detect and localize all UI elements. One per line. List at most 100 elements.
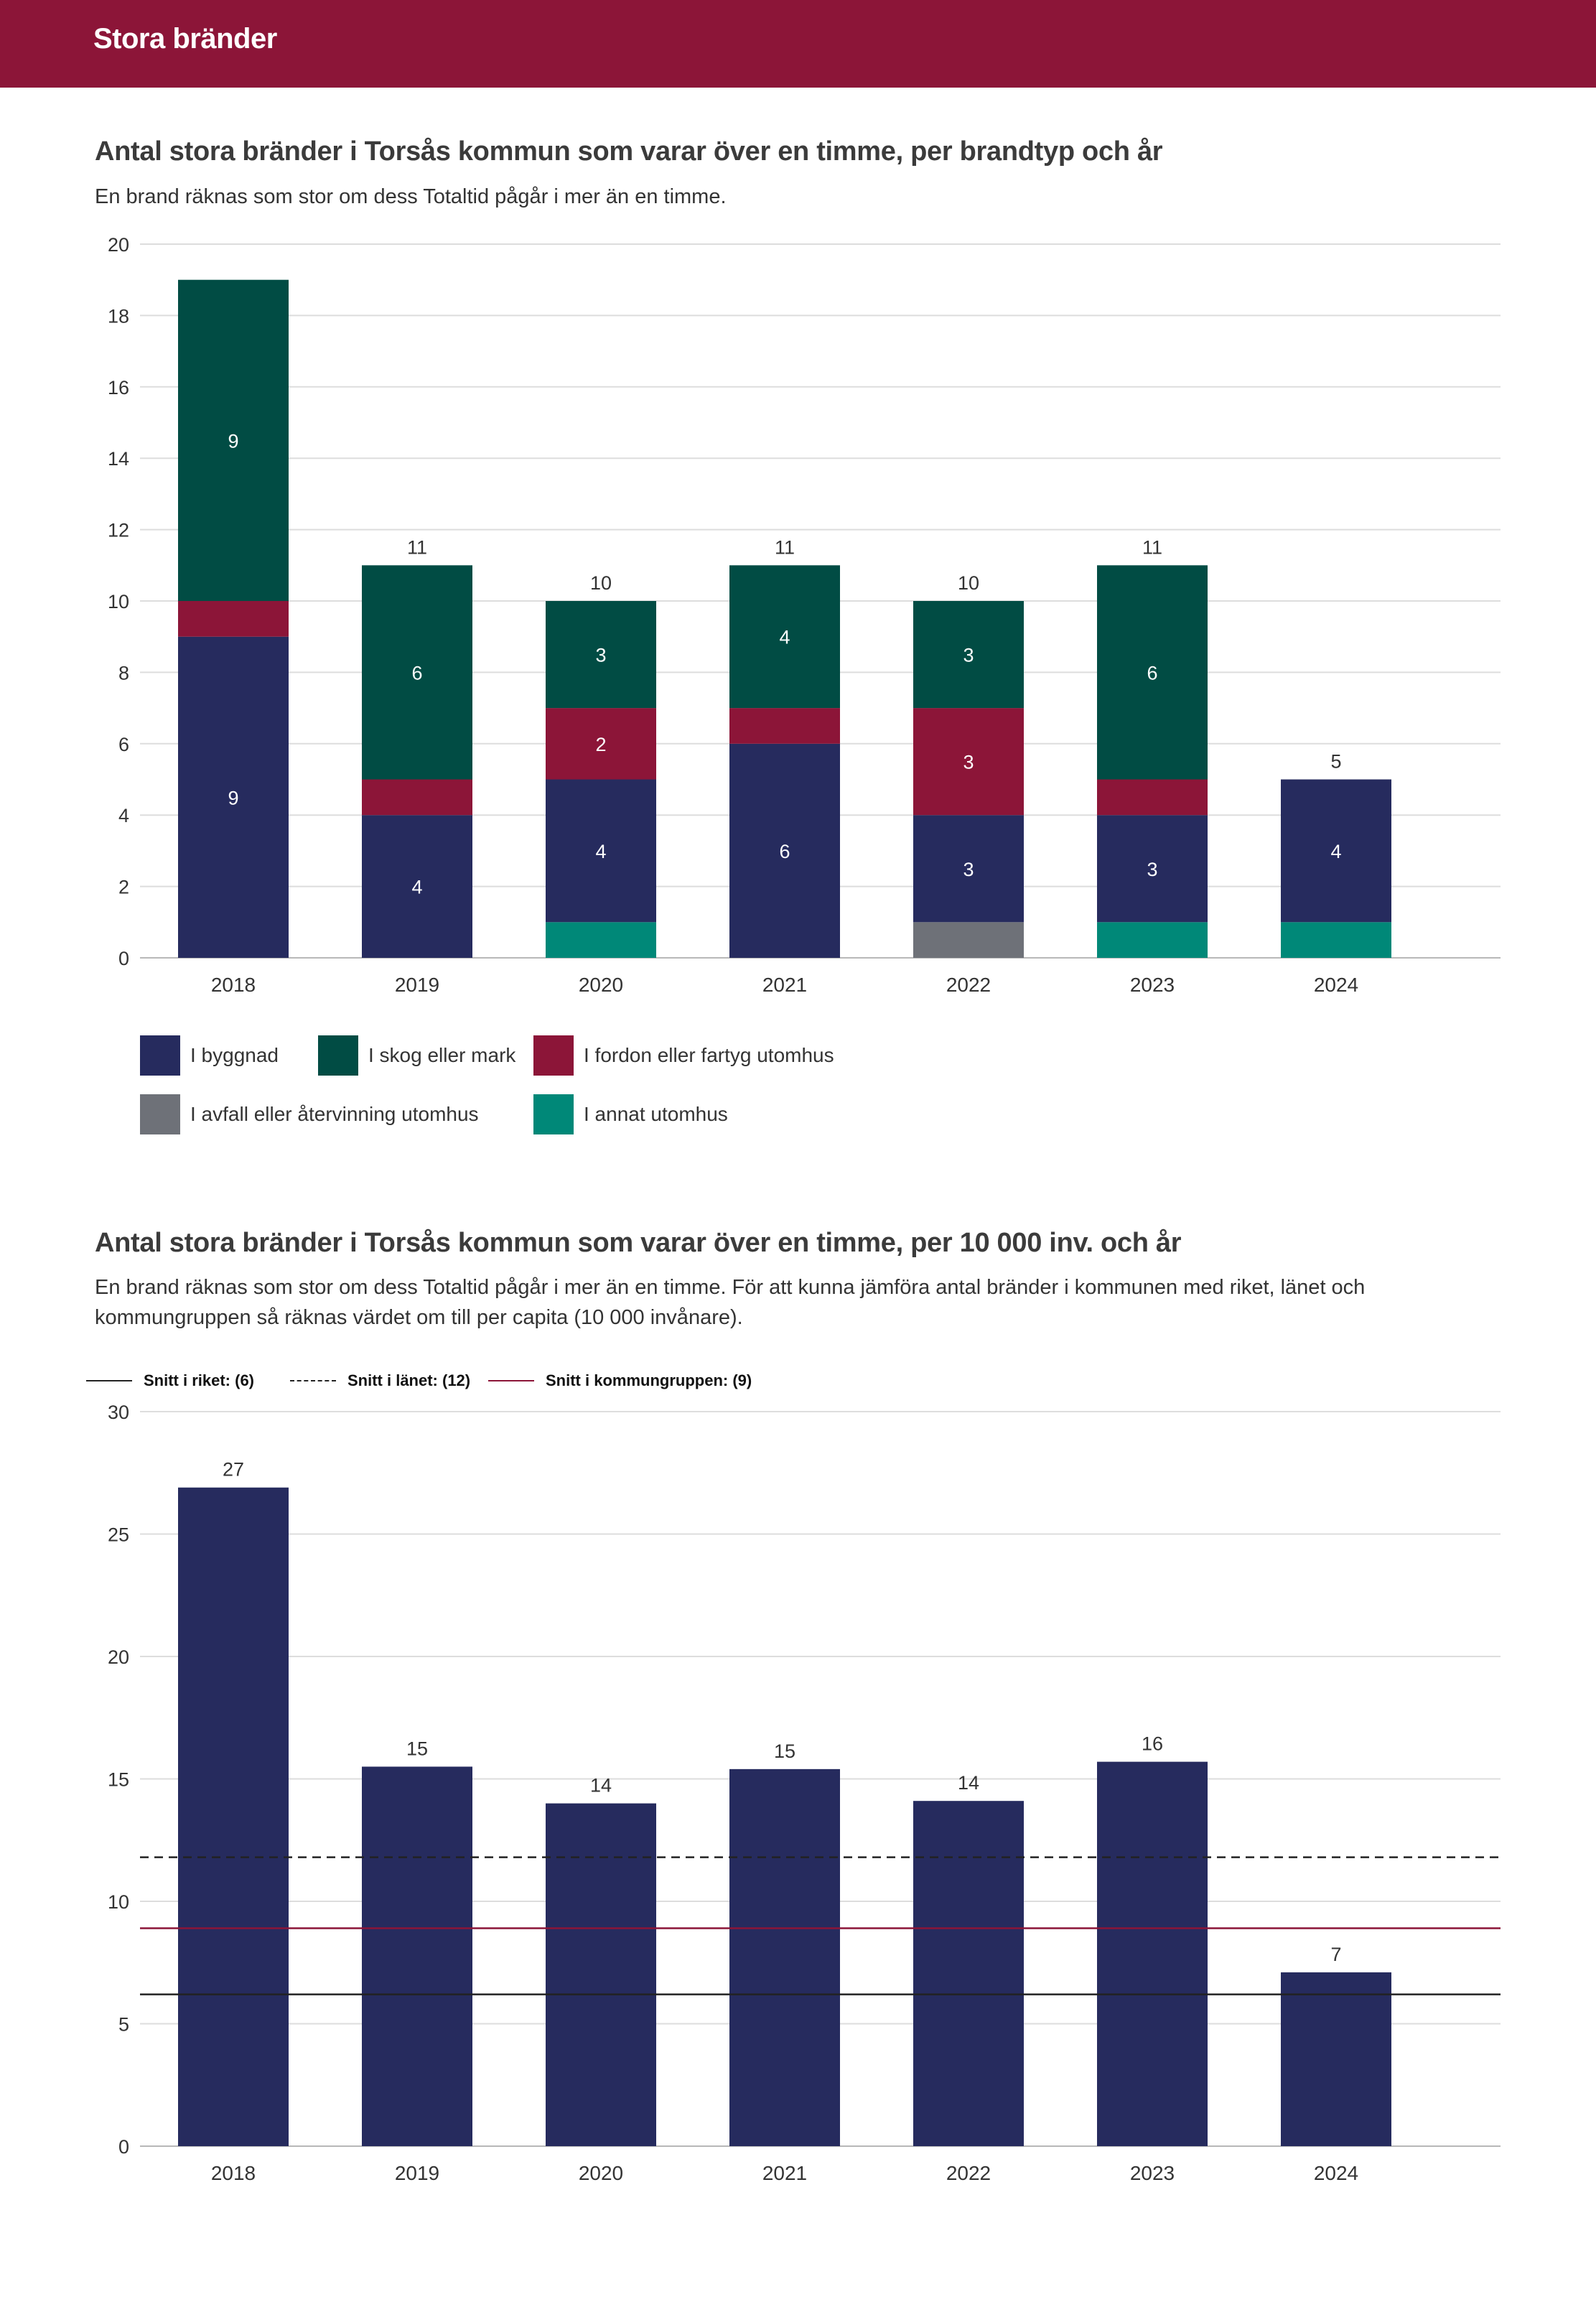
- legend-item-fordon: I fordon eller fartyg utomhus: [533, 1035, 834, 1076]
- segment-label: 3: [963, 859, 974, 880]
- value-label: 27: [223, 1459, 244, 1481]
- bar-segment: [362, 779, 472, 816]
- bar-segment: [178, 279, 289, 601]
- bar-segment: [546, 601, 656, 709]
- x-tick-label: 2019: [395, 2162, 439, 2184]
- bar-segment: [913, 922, 1024, 958]
- bar-segment: [729, 565, 840, 709]
- legend-item-skog: I skog eller mark: [318, 1035, 515, 1076]
- chart1-legend: I byggnad I skog eller mark I fordon ell…: [140, 1035, 1002, 1143]
- y-tick-label: 20: [108, 1646, 129, 1668]
- stacked-bar-chart: 0 2 4 6 8 10 12 14 16 18 20 9 9 2018 4 6 11 2019 4 2 3 10 2020…: [108, 234, 1501, 996]
- bar-segment: [913, 815, 1024, 923]
- legend-swatch: [140, 1094, 180, 1134]
- bar-segment: [1097, 922, 1208, 958]
- bar-segment: [362, 565, 472, 780]
- y-tick-label: 16: [108, 377, 129, 399]
- total-label: 11: [775, 536, 795, 558]
- bar-segment: [546, 922, 656, 958]
- x-tick-label: 2021: [762, 974, 807, 996]
- bar-segment: [362, 815, 472, 958]
- total-label: 11: [1142, 536, 1162, 558]
- bar-segment: [1097, 779, 1208, 816]
- bar-segment: [913, 708, 1024, 816]
- ref-line-swatch: [488, 1380, 534, 1381]
- legend-item-annat: I annat utomhus: [533, 1094, 728, 1134]
- reference-line-legend: Snitt i riket: (6) Snitt i länet: (12) S…: [86, 1366, 948, 1395]
- y-tick-label: 8: [118, 662, 129, 684]
- legend-item-avfall: I avfall eller återvinning utomhus: [140, 1094, 479, 1134]
- segment-label: 9: [228, 787, 238, 808]
- chart1-subtitle: En brand räknas som stor om dess Totalti…: [95, 185, 727, 208]
- y-tick-label: 10: [108, 591, 129, 612]
- ref-label: Snitt i länet: (12): [347, 1371, 471, 1389]
- x-tick-label: 2019: [395, 974, 439, 996]
- x-tick-label: 2024: [1314, 974, 1358, 996]
- bar: [546, 1803, 656, 2146]
- segment-label: 4: [1330, 841, 1341, 862]
- value-label: 16: [1142, 1733, 1163, 1755]
- legend-label: I annat utomhus: [584, 1103, 728, 1125]
- bar: [362, 1766, 472, 2146]
- bar-segment: [1281, 922, 1391, 958]
- legend-swatch: [140, 1035, 180, 1076]
- total-label: 10: [590, 572, 612, 594]
- legend-label: I byggnad: [190, 1044, 279, 1066]
- bar-segment: [178, 601, 289, 637]
- y-tick-label: 6: [118, 734, 129, 755]
- segment-label: 6: [1147, 662, 1157, 684]
- bar: [178, 1487, 289, 2146]
- y-tick-label: 30: [108, 1402, 129, 1423]
- segment-label: 9: [228, 430, 238, 452]
- ref-legend-kommungruppen: Snitt i kommungruppen: (9): [488, 1366, 752, 1395]
- y-tick-label: 0: [118, 948, 129, 969]
- x-tick-label: 2018: [211, 974, 256, 996]
- ref-line-swatch: [86, 1380, 132, 1381]
- legend-swatch: [533, 1035, 574, 1076]
- y-tick-label: 2: [118, 877, 129, 898]
- segment-label: 3: [963, 645, 974, 666]
- segment-label: 4: [411, 877, 422, 898]
- x-tick-label: 2022: [946, 974, 991, 996]
- value-label: 14: [958, 1772, 979, 1794]
- value-label: 15: [774, 1740, 795, 1762]
- bar-segment: [1097, 565, 1208, 780]
- bar-segment: [1281, 779, 1391, 923]
- legend-label: I avfall eller återvinning utomhus: [190, 1103, 479, 1125]
- y-tick-label: 12: [108, 520, 129, 541]
- header-bar: Stora bränder: [0, 0, 1596, 88]
- bar-segment: [913, 601, 1024, 709]
- segment-label: 4: [779, 627, 790, 648]
- x-tick-label: 2024: [1314, 2162, 1358, 2184]
- ref-legend-riket: Snitt i riket: (6): [86, 1366, 254, 1395]
- bar-segment: [546, 708, 656, 780]
- chart1-title: Antal stora bränder i Torsås kommun som …: [95, 136, 1163, 167]
- x-tick-label: 2023: [1130, 2162, 1175, 2184]
- x-tick-label: 2022: [946, 2162, 991, 2184]
- y-tick-label: 4: [118, 805, 129, 826]
- bar: [913, 1801, 1024, 2146]
- x-tick-label: 2020: [579, 974, 623, 996]
- y-tick-label: 25: [108, 1524, 129, 1546]
- x-tick-label: 2020: [579, 2162, 623, 2184]
- y-tick-label: 18: [108, 305, 129, 327]
- total-label: 10: [958, 572, 979, 594]
- bar: [1281, 1972, 1391, 2146]
- total-label: 5: [1330, 751, 1341, 773]
- segment-label: 3: [595, 645, 606, 666]
- y-tick-label: 10: [108, 1891, 129, 1913]
- legend-label: I skog eller mark: [368, 1044, 516, 1066]
- chart2-title: Antal stora bränder i Torsås kommun som …: [95, 1228, 1182, 1258]
- bar-segment: [729, 708, 840, 744]
- bar-segment: [546, 779, 656, 923]
- bar: [1097, 1761, 1208, 2146]
- ref-line-swatch: [290, 1380, 336, 1381]
- y-tick-label: 5: [118, 2014, 129, 2036]
- y-tick-label: 14: [108, 448, 129, 470]
- bar-segment: [1097, 815, 1208, 923]
- segment-label: 6: [411, 662, 422, 684]
- legend-swatch: [533, 1094, 574, 1134]
- value-label: 15: [406, 1738, 428, 1759]
- x-tick-label: 2018: [211, 2162, 256, 2184]
